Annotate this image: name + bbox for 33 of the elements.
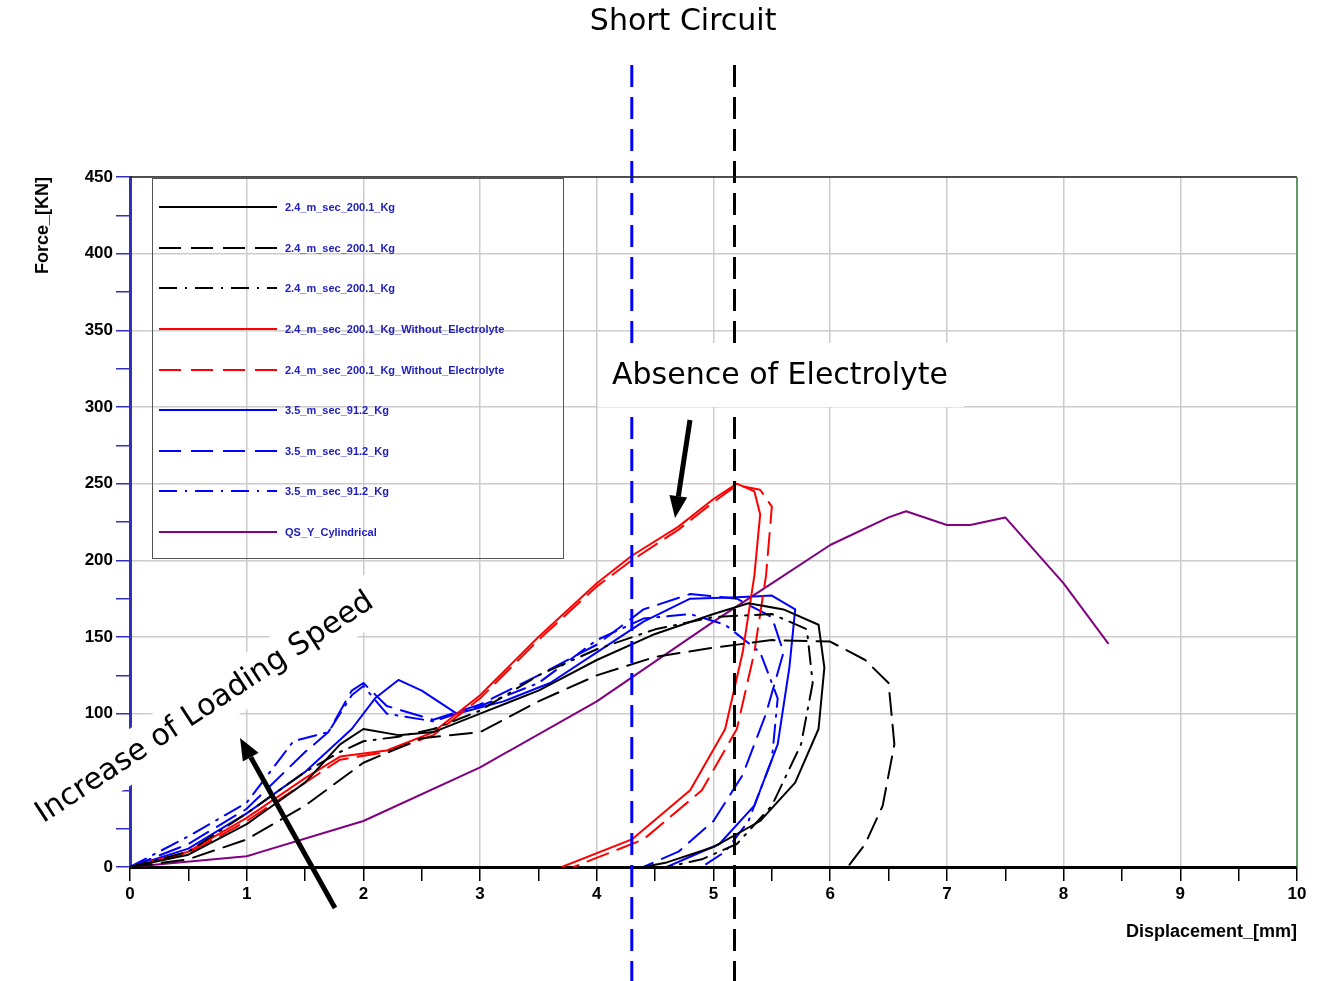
y-tick-label: 200 — [84, 550, 113, 570]
legend-label: 2.4_m_sec_200.1_Kg — [285, 282, 396, 295]
y-tick-label: 0 — [103, 856, 113, 876]
legend-label: 3.5_m_sec_91.2_Kg — [285, 444, 389, 457]
legend-label: 2.4_m_sec_200.1_Kg_Without_Electrolyte — [285, 323, 505, 336]
x-tick-label: 6 — [825, 883, 835, 903]
y-tick-label: 450 — [84, 166, 113, 186]
legend-label: 2.4_m_sec_200.1_Kg — [285, 201, 396, 214]
annotation: Absence of Electrolyte — [612, 355, 948, 391]
legend-label: 3.5_m_sec_91.2_Kg — [285, 404, 389, 417]
y-tick-label: 250 — [84, 473, 113, 493]
y-axis-title: Force_[KN] — [31, 177, 52, 275]
x-tick-label: 0 — [125, 883, 135, 903]
x-tick-label: 8 — [1058, 883, 1069, 903]
x-tick-label: 3 — [475, 883, 485, 903]
y-tick-label: 350 — [84, 320, 113, 340]
x-tick-label: 7 — [942, 883, 952, 903]
legend-label: 2.4_m_sec_200.1_Kg — [285, 241, 396, 254]
text: Short Circuit — [589, 1, 777, 37]
x-axis-title: Displacement_[mm] — [1125, 921, 1297, 942]
x-tick-label: 1 — [241, 883, 252, 903]
y-tick-label: 400 — [84, 243, 113, 263]
x-tick-label: 2 — [358, 883, 369, 903]
y-tick-label: 100 — [84, 703, 113, 723]
x-tick-label: 9 — [1175, 883, 1186, 903]
x-tick-label: 5 — [708, 883, 719, 903]
x-tick-label: 10 — [1287, 883, 1307, 903]
legend-label: 3.5_m_sec_91.2_Kg — [285, 485, 389, 498]
y-tick-label: 300 — [84, 396, 113, 416]
y-tick-label: 150 — [84, 626, 113, 646]
legend-label: QS_Y_Cylindrical — [285, 526, 377, 539]
x-tick-label: 4 — [592, 883, 603, 903]
legend-label: 2.4_m_sec_200.1_Kg_Without_Electrolyte — [285, 363, 505, 376]
